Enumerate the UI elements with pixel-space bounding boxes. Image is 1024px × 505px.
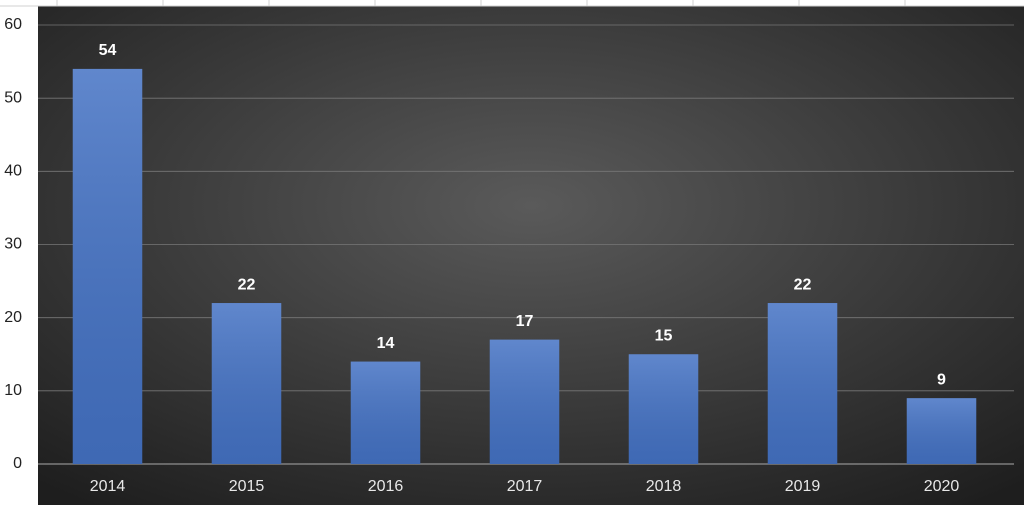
y-tick-label: 30 [4,236,22,253]
bar-shade [489,339,560,464]
bar-shade [628,354,699,464]
y-tick-label: 10 [4,382,22,399]
value-label: 22 [238,276,256,293]
x-tick-label: 2016 [368,478,404,495]
sheet-lines [0,0,1024,7]
y-tick-label: 40 [4,163,22,180]
bar-shade [211,303,282,464]
bar-shade [72,68,143,465]
value-label: 17 [516,313,534,330]
x-tick-label: 2017 [507,478,543,495]
x-tick-label: 2014 [90,478,126,495]
value-label: 54 [99,42,117,59]
x-tick-label: 2018 [646,478,682,495]
bar-shade [767,303,838,464]
y-tick-label: 20 [4,309,22,326]
y-tick-label: 60 [4,16,22,33]
x-tick-label: 2020 [924,478,960,495]
bar-shade [350,361,421,464]
y-tick-label: 50 [4,89,22,106]
value-label: 9 [937,371,946,388]
value-label: 15 [655,327,673,344]
x-tick-label: 2015 [229,478,265,495]
y-tick-label: 0 [13,455,22,472]
bar-shade [906,398,977,464]
value-label: 14 [377,335,395,352]
x-tick-label: 2019 [785,478,821,495]
value-label: 22 [794,276,812,293]
